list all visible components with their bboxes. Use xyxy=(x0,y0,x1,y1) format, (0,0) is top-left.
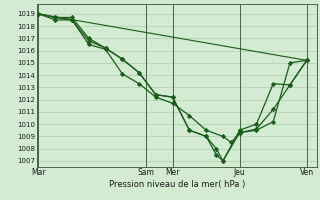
X-axis label: Pression niveau de la mer( hPa ): Pression niveau de la mer( hPa ) xyxy=(109,180,245,189)
